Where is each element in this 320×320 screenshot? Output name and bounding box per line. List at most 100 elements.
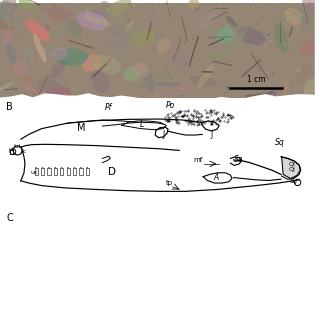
Ellipse shape [306, 296, 307, 298]
Ellipse shape [50, 283, 52, 284]
Ellipse shape [120, 309, 124, 312]
Ellipse shape [187, 292, 188, 294]
Ellipse shape [56, 307, 58, 308]
Ellipse shape [193, 312, 195, 314]
Ellipse shape [104, 224, 107, 227]
Ellipse shape [142, 58, 143, 60]
Ellipse shape [90, 242, 92, 244]
Ellipse shape [170, 64, 172, 66]
Ellipse shape [45, 290, 46, 291]
Ellipse shape [295, 18, 297, 20]
Ellipse shape [225, 73, 227, 76]
Text: mf: mf [193, 156, 202, 163]
Ellipse shape [76, 28, 77, 31]
Text: J: J [210, 130, 212, 139]
Ellipse shape [211, 250, 213, 253]
Ellipse shape [151, 307, 152, 308]
Ellipse shape [148, 285, 151, 288]
Ellipse shape [66, 294, 68, 297]
Ellipse shape [115, 264, 118, 266]
Ellipse shape [254, 25, 257, 27]
Ellipse shape [120, 297, 122, 299]
Ellipse shape [6, 42, 16, 65]
Ellipse shape [201, 31, 203, 33]
Ellipse shape [84, 16, 86, 17]
Ellipse shape [275, 49, 278, 51]
Ellipse shape [59, 278, 61, 280]
Ellipse shape [301, 16, 305, 20]
Ellipse shape [128, 92, 130, 95]
Ellipse shape [151, 239, 153, 241]
Ellipse shape [90, 70, 110, 93]
Ellipse shape [111, 239, 113, 241]
Ellipse shape [156, 293, 159, 296]
Ellipse shape [78, 283, 93, 291]
Ellipse shape [195, 222, 197, 225]
Bar [0, 3, 315, 98]
Ellipse shape [40, 56, 41, 57]
Ellipse shape [196, 276, 215, 290]
Ellipse shape [288, 36, 292, 39]
Ellipse shape [248, 294, 260, 306]
Ellipse shape [104, 272, 108, 275]
Ellipse shape [280, 39, 282, 40]
Ellipse shape [240, 18, 241, 20]
Ellipse shape [80, 260, 82, 263]
Ellipse shape [186, 282, 187, 284]
Ellipse shape [66, 225, 75, 239]
Ellipse shape [293, 32, 295, 34]
Text: M: M [77, 123, 86, 133]
Ellipse shape [270, 39, 273, 43]
Ellipse shape [45, 24, 49, 28]
Ellipse shape [169, 301, 195, 320]
Ellipse shape [30, 292, 32, 295]
Ellipse shape [128, 19, 131, 22]
Ellipse shape [146, 269, 148, 273]
Ellipse shape [231, 254, 235, 257]
Ellipse shape [277, 267, 296, 276]
Ellipse shape [187, 257, 188, 260]
Ellipse shape [57, 30, 59, 33]
Ellipse shape [263, 222, 265, 224]
Ellipse shape [144, 66, 145, 67]
Ellipse shape [105, 13, 107, 15]
Ellipse shape [196, 268, 197, 270]
Ellipse shape [71, 277, 72, 278]
Ellipse shape [127, 268, 129, 269]
Ellipse shape [84, 16, 111, 26]
Ellipse shape [28, 234, 31, 236]
Ellipse shape [52, 262, 55, 266]
Ellipse shape [230, 297, 233, 299]
Ellipse shape [134, 252, 137, 255]
Ellipse shape [63, 240, 65, 241]
Ellipse shape [133, 35, 135, 38]
Ellipse shape [127, 257, 130, 259]
Ellipse shape [70, 270, 73, 272]
Ellipse shape [141, 85, 143, 88]
Ellipse shape [117, 31, 119, 33]
Ellipse shape [234, 16, 237, 19]
Ellipse shape [60, 257, 77, 268]
Ellipse shape [191, 264, 194, 268]
Ellipse shape [18, 79, 20, 82]
Ellipse shape [267, 34, 270, 36]
Ellipse shape [135, 309, 139, 312]
Ellipse shape [251, 271, 253, 275]
Ellipse shape [284, 76, 288, 98]
Text: J: J [162, 130, 164, 139]
Ellipse shape [67, 302, 69, 304]
Ellipse shape [138, 52, 139, 53]
Ellipse shape [162, 308, 164, 309]
Ellipse shape [133, 256, 134, 257]
Ellipse shape [46, 45, 49, 48]
Ellipse shape [10, 81, 11, 84]
Ellipse shape [243, 283, 244, 284]
Ellipse shape [89, 24, 90, 27]
Ellipse shape [159, 64, 160, 66]
Ellipse shape [248, 305, 250, 306]
Ellipse shape [1, 82, 2, 84]
Ellipse shape [272, 7, 273, 9]
Ellipse shape [231, 288, 233, 291]
Ellipse shape [199, 221, 200, 223]
Ellipse shape [223, 28, 247, 57]
